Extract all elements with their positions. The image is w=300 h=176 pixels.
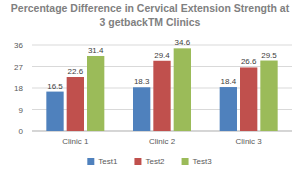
data-label: 22.6 (68, 67, 84, 76)
y-tick-label: 36 (14, 41, 23, 50)
x-tick-label: Clinic 1 (62, 137, 89, 146)
title-line: Percentage Difference in Cervical Extens… (11, 2, 290, 14)
legend-swatch (182, 158, 189, 165)
x-tick-label: Clinic 3 (236, 137, 263, 146)
data-label: 18.3 (134, 77, 150, 86)
bar (260, 61, 277, 131)
data-label: 29.4 (154, 51, 170, 60)
data-label: 29.5 (261, 51, 277, 60)
bar (87, 56, 104, 131)
data-labels: 16.5 22.6 31.4 18.3 29.4 34.6 18.4 26.6 29.5 (47, 38, 277, 90)
bar (153, 61, 170, 131)
legend-swatch (87, 158, 94, 165)
bar (174, 48, 191, 131)
bar (240, 67, 257, 131)
y-tick-label: 0 (19, 127, 24, 136)
legend-label: Test2 (145, 157, 165, 166)
data-label: 31.4 (88, 46, 104, 55)
bar (220, 87, 237, 131)
bar (46, 92, 63, 131)
grid-line (32, 45, 292, 46)
data-label: 16.5 (47, 82, 63, 91)
legend-swatch (134, 158, 141, 165)
legend-label: Test3 (193, 157, 213, 166)
bar (67, 77, 84, 131)
y-tick-label: 9 (19, 106, 24, 115)
legend: Test1 Test2 Test3 (87, 157, 212, 166)
data-label: 26.6 (241, 57, 257, 66)
data-label: 34.6 (175, 38, 191, 47)
bar (133, 87, 150, 131)
legend-label: Test1 (98, 157, 118, 166)
chart: Percentage Difference in Cervical Extens… (0, 0, 300, 176)
y-tick-label: 18 (14, 84, 23, 93)
data-label: 18.4 (221, 77, 237, 86)
y-tick-label: 27 (14, 63, 23, 72)
title: Percentage Difference in Cervical Extens… (11, 2, 290, 28)
bars (46, 48, 277, 131)
x-tick-label: Clinic 2 (149, 137, 176, 146)
title-line: 3 getbackTM Clinics (100, 16, 201, 28)
background (0, 0, 300, 176)
